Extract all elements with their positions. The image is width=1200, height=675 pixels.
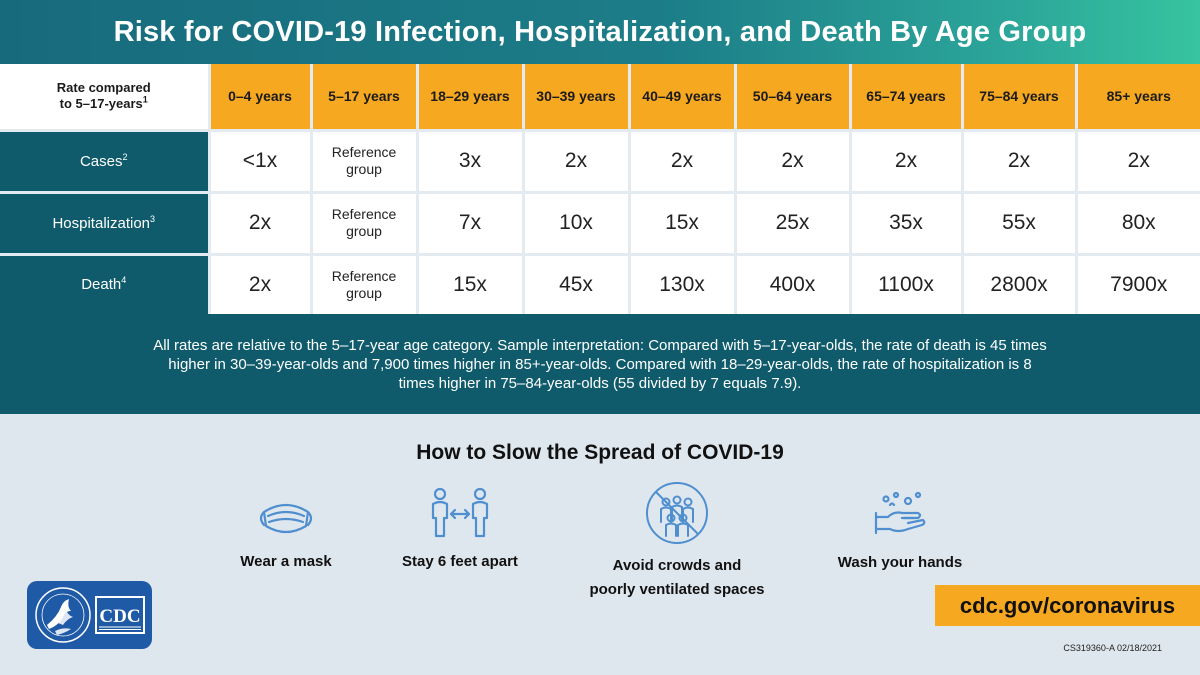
table-cell: 15x xyxy=(415,252,523,314)
cdc-logo: CDC xyxy=(27,581,152,649)
column-header: 0–4 years xyxy=(207,64,311,130)
action-label: Wash your hands xyxy=(837,554,963,571)
action-distance: Stay 6 feet apart xyxy=(385,486,535,574)
table-row: Hospitalization3 2x Reference group 7x 10… xyxy=(0,190,1200,255)
table-cell: Reference group xyxy=(309,252,417,314)
row-header-cases: Cases2 xyxy=(0,128,209,193)
document-code: CS319360-A 02/18/2021 xyxy=(1063,643,1162,653)
column-header: 75–84 years xyxy=(960,64,1076,130)
table-row: Cases2 <1x Reference group 3x 2x 2x 2x 2x… xyxy=(0,128,1200,193)
table-cell: 15x xyxy=(627,190,735,255)
distance-icon xyxy=(431,487,489,538)
corner-label: Rate compared to 5–17-years xyxy=(56,80,151,112)
hhs-seal-icon: CDC xyxy=(35,587,145,643)
column-header: 18–29 years xyxy=(415,64,523,130)
website-link[interactable]: cdc.gov/coronavirus xyxy=(935,585,1200,626)
action-wash-hands: Wash your hands xyxy=(820,487,980,575)
table-cell: 35x xyxy=(848,190,962,255)
table-cell: 2x xyxy=(207,252,311,314)
table-cell: 80x xyxy=(1074,190,1200,255)
mask-icon xyxy=(259,503,313,534)
table-cell: 2x xyxy=(960,128,1076,193)
table-cell: 2x xyxy=(521,128,629,193)
column-header: 40–49 years xyxy=(627,64,735,130)
section-title: How to Slow the Spread of COVID-19 xyxy=(416,441,784,464)
table-cell: 2800x xyxy=(960,252,1076,314)
column-header: 5–17 years xyxy=(309,64,417,130)
row-label: Cases xyxy=(79,152,123,170)
table-cell: Reference group xyxy=(309,190,417,255)
footnote-marker: 2 xyxy=(122,151,128,162)
table-row: Death4 2x Reference group 15x 45x 130x 40… xyxy=(0,252,1200,314)
footnote-marker: 1 xyxy=(142,94,148,105)
action-label: Stay 6 feet apart xyxy=(402,553,518,570)
action-label: Avoid crowds and poorly ventilated space… xyxy=(589,557,765,598)
action-label: Wear a mask xyxy=(240,553,332,570)
risk-table: Rate compared to 5–17-years1 0–4 years 5… xyxy=(0,64,1200,314)
table-cell: 400x xyxy=(733,252,850,314)
table-cell: 130x xyxy=(627,252,735,314)
action-avoid-crowds: Avoid crowds and poorly ventilated space… xyxy=(572,480,782,602)
row-label: Hospitalization xyxy=(52,214,151,232)
column-header: 30–39 years xyxy=(521,64,629,130)
table-cell: 2x xyxy=(733,128,850,193)
row-header-death: Death4 xyxy=(0,252,209,314)
note-text: All rates are relative to the 5–17-year … xyxy=(153,336,1047,392)
table-cell: 7900x xyxy=(1074,252,1200,314)
table-cell: 2x xyxy=(848,128,962,193)
row-header-hospitalization: Hospitalization3 xyxy=(0,190,209,255)
footnote-marker: 3 xyxy=(150,213,156,224)
table-cell: 25x xyxy=(733,190,850,255)
table-cell: 2x xyxy=(207,190,311,255)
table-cell: 55x xyxy=(960,190,1076,255)
table-cell: 7x xyxy=(415,190,523,255)
table-cell: 2x xyxy=(627,128,735,193)
header-row: Rate compared to 5–17-years1 0–4 years 5… xyxy=(0,64,1200,130)
action-wear-mask: Wear a mask xyxy=(226,494,346,574)
handwash-icon xyxy=(874,491,926,535)
prevention-section: How to Slow the Spread of COVID-19 Wear … xyxy=(0,414,1200,675)
table-cell: 10x xyxy=(521,190,629,255)
table-cell: 1100x xyxy=(848,252,962,314)
column-header: 50–64 years xyxy=(733,64,850,130)
interpretation-note: All rates are relative to the 5–17-year … xyxy=(0,314,1200,414)
table-cell: 3x xyxy=(415,128,523,193)
column-header: 65–74 years xyxy=(848,64,962,130)
table-cell: <1x xyxy=(207,128,311,193)
footnote-marker: 4 xyxy=(121,275,127,286)
page-title: Risk for COVID-19 Infection, Hospitaliza… xyxy=(0,0,1200,64)
no-crowds-icon xyxy=(646,482,708,544)
table-cell: Reference group xyxy=(309,128,417,193)
row-label: Death xyxy=(81,276,122,294)
column-header: 85+ years xyxy=(1074,64,1200,130)
corner-header: Rate compared to 5–17-years1 xyxy=(0,64,209,130)
table-cell: 2x xyxy=(1074,128,1200,193)
logo-text: CDC xyxy=(99,606,140,627)
table-cell: 45x xyxy=(521,252,629,314)
